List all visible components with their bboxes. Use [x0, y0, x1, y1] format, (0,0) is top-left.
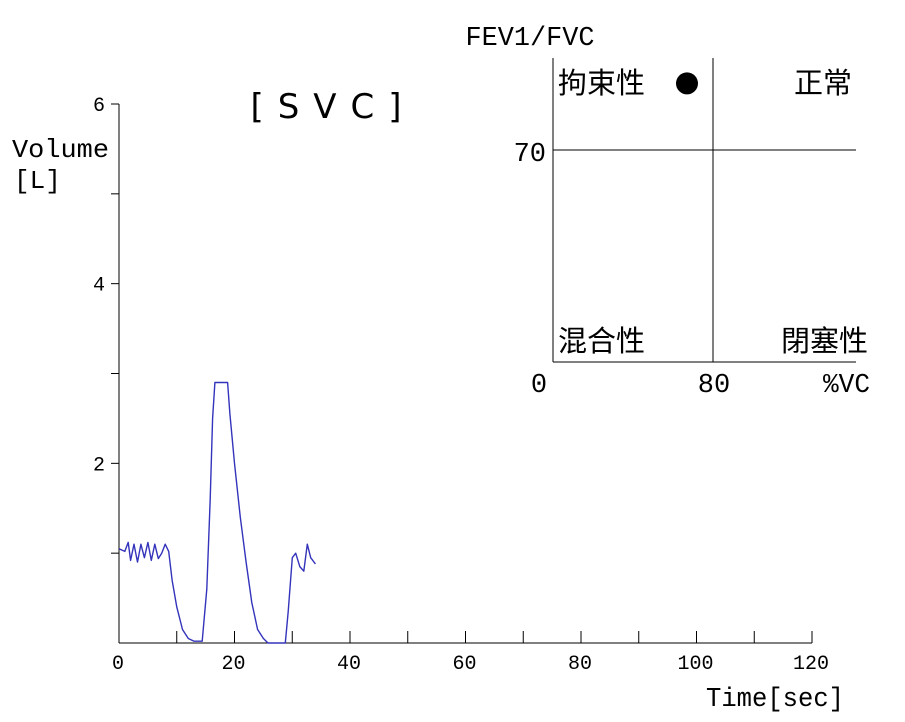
- y-tick-label: 6: [93, 95, 105, 118]
- quadrant-label-mixed: 混合性: [558, 324, 645, 358]
- x-tick-label: 60: [452, 653, 476, 676]
- axis-ticks: 0 20 40 60 80 100 120 2 4 6: [93, 95, 829, 676]
- inset-y-tick-label: 70: [514, 140, 546, 170]
- y-tick-label: 4: [93, 275, 105, 298]
- volume-time-chart: [SVC] Volume [L] Time[sec] 0 20 40 60 80 100 1…: [12, 87, 844, 715]
- x-tick-label: 100: [677, 653, 713, 676]
- quadrant-label-normal: 正常: [794, 66, 852, 100]
- y-axis-label: Volume: [12, 135, 109, 165]
- x-axis-label: Time[sec]: [706, 685, 844, 715]
- y-axis-unit-label: [L]: [14, 166, 61, 196]
- fev1-fvc-quadrant-chart: FEV1/FVC 拘束性 正常 混合性 閉塞性 %VC 0 80 70: [466, 24, 871, 401]
- x-tick-label: 20: [221, 653, 245, 676]
- series-group: [118, 381, 316, 644]
- inset-x-tick-label: 0: [531, 371, 547, 401]
- chart-title: [SVC]: [250, 87, 415, 127]
- inset-tick-labels: 0 80 70: [514, 140, 731, 401]
- inset-x-axis-label: %VC: [823, 371, 870, 401]
- y-tick-label: 2: [93, 454, 105, 477]
- inset-data-points: [676, 72, 698, 95]
- x-tick-label: 40: [337, 653, 361, 676]
- quadrant-label-restrictive: 拘束性: [558, 66, 645, 100]
- inset-chart-title: FEV1/FVC: [466, 24, 595, 54]
- x-tick-label: 0: [112, 653, 124, 676]
- patient-data-point: [676, 72, 698, 95]
- volume-series-line: [118, 381, 316, 644]
- x-tick-label: 80: [568, 653, 592, 676]
- inset-x-tick-label: 80: [698, 371, 730, 401]
- x-tick-label: 120: [793, 653, 829, 676]
- quadrant-label-obstructive: 閉塞性: [781, 324, 868, 358]
